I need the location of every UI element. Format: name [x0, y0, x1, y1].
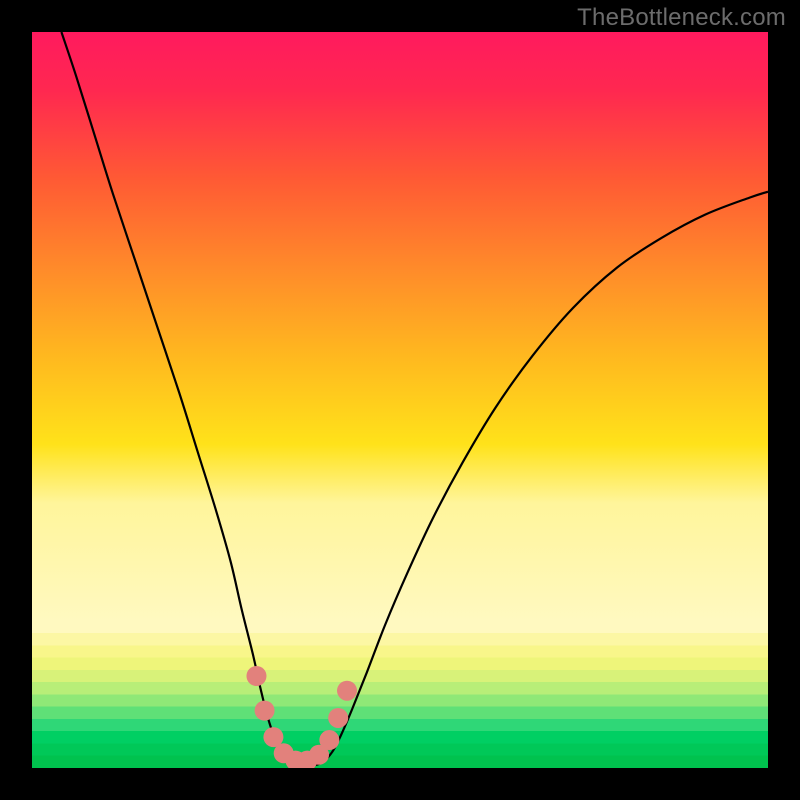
marker-dot	[319, 730, 339, 750]
curve-layer	[32, 32, 768, 768]
marker-dot	[255, 701, 275, 721]
plot-area	[32, 32, 768, 768]
marker-dot	[246, 666, 266, 686]
bottleneck-curve	[61, 32, 768, 766]
marker-dot	[328, 708, 348, 728]
watermark-text: TheBottleneck.com	[577, 4, 786, 32]
marker-overlay	[246, 666, 357, 768]
outer-frame: TheBottleneck.com	[0, 0, 800, 800]
marker-dot	[337, 681, 357, 701]
